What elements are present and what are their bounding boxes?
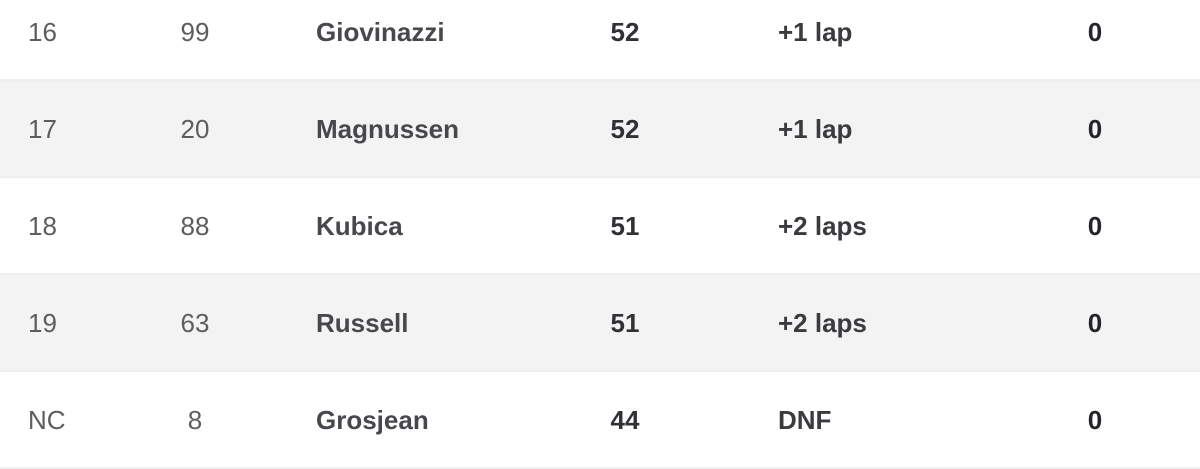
table-row: NC 8 Grosjean 44 DNF 0: [0, 372, 1200, 469]
time-retired-cell: +2 laps: [778, 210, 867, 241]
table-row: 19 63 Russell 51 +2 laps 0: [0, 275, 1200, 372]
position-cell: 16: [28, 16, 57, 47]
points-cell: 0: [1087, 210, 1103, 241]
car-number-cell: 63: [180, 307, 210, 338]
points-cell: 0: [1087, 404, 1103, 435]
position-cell: 18: [28, 210, 57, 241]
time-retired-cell: +2 laps: [778, 307, 867, 338]
laps-cell: 44: [610, 404, 640, 435]
driver-name-cell: Grosjean: [316, 404, 429, 435]
time-retired-cell: DNF: [778, 404, 832, 435]
car-number-cell: 8: [187, 404, 203, 435]
driver-name-cell: Russell: [316, 307, 409, 338]
position-cell: NC: [28, 404, 66, 435]
laps-cell: 52: [610, 113, 640, 144]
table-row: 16 99 Giovinazzi 52 +1 lap 0: [0, 0, 1200, 81]
position-cell: 17: [28, 113, 57, 144]
car-number-cell: 20: [180, 113, 210, 144]
points-cell: 0: [1087, 113, 1103, 144]
points-cell: 0: [1087, 16, 1103, 47]
table-row: 18 88 Kubica 51 +2 laps 0: [0, 178, 1200, 275]
time-retired-cell: +1 lap: [778, 113, 853, 144]
points-cell: 0: [1087, 307, 1103, 338]
driver-name-cell: Magnussen: [316, 113, 460, 144]
laps-cell: 51: [610, 210, 640, 241]
car-number-cell: 99: [180, 16, 210, 47]
time-retired-cell: +1 lap: [778, 16, 853, 47]
driver-name-cell: Giovinazzi: [316, 16, 445, 47]
driver-name-cell: Kubica: [316, 210, 403, 241]
position-cell: 19: [28, 307, 57, 338]
laps-cell: 52: [610, 16, 640, 47]
car-number-cell: 88: [180, 210, 210, 241]
table-row: 17 20 Magnussen 52 +1 lap 0: [0, 81, 1200, 178]
laps-cell: 51: [610, 307, 640, 338]
